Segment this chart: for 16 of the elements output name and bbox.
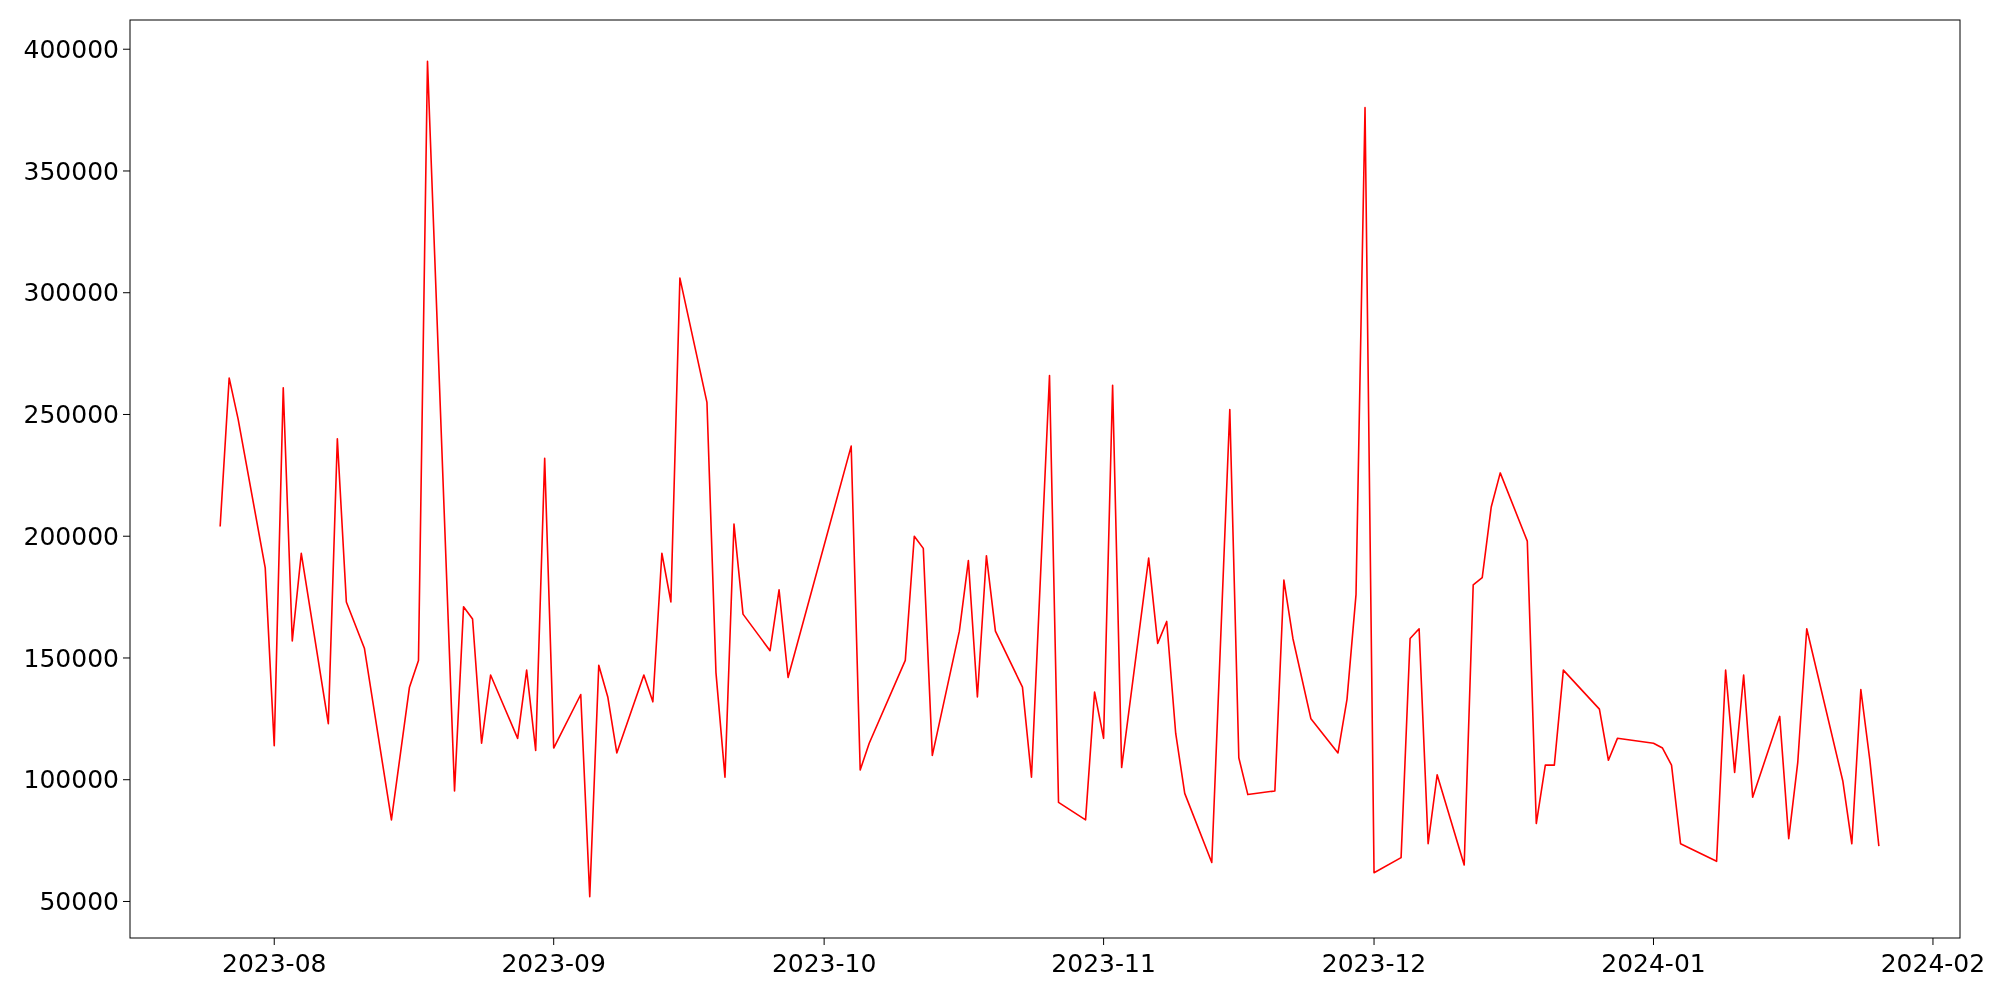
x-tick-label: 2023-08 (222, 949, 327, 978)
y-tick-label: 150000 (23, 643, 119, 673)
y-tick-label: 200000 (23, 521, 119, 551)
y-tick-label: 300000 (23, 278, 119, 308)
x-tick-label: 2023-12 (1321, 949, 1427, 978)
x-tick-label: 2023-10 (771, 949, 877, 978)
y-tick-label: 350000 (23, 156, 119, 186)
y-tick-label: 100000 (23, 765, 119, 795)
y-tick-label: 250000 (23, 400, 119, 430)
x-tick-label: 2024-01 (1601, 949, 1706, 978)
line-series (219, 60, 1880, 898)
x-tick-label: 2023-11 (1051, 949, 1156, 978)
x-tick-label: 2024-02 (1880, 949, 1986, 978)
y-tick-label: 50000 (39, 887, 119, 917)
y-tick-label: 400000 (23, 34, 119, 64)
x-tick-label: 2023-09 (501, 949, 606, 978)
